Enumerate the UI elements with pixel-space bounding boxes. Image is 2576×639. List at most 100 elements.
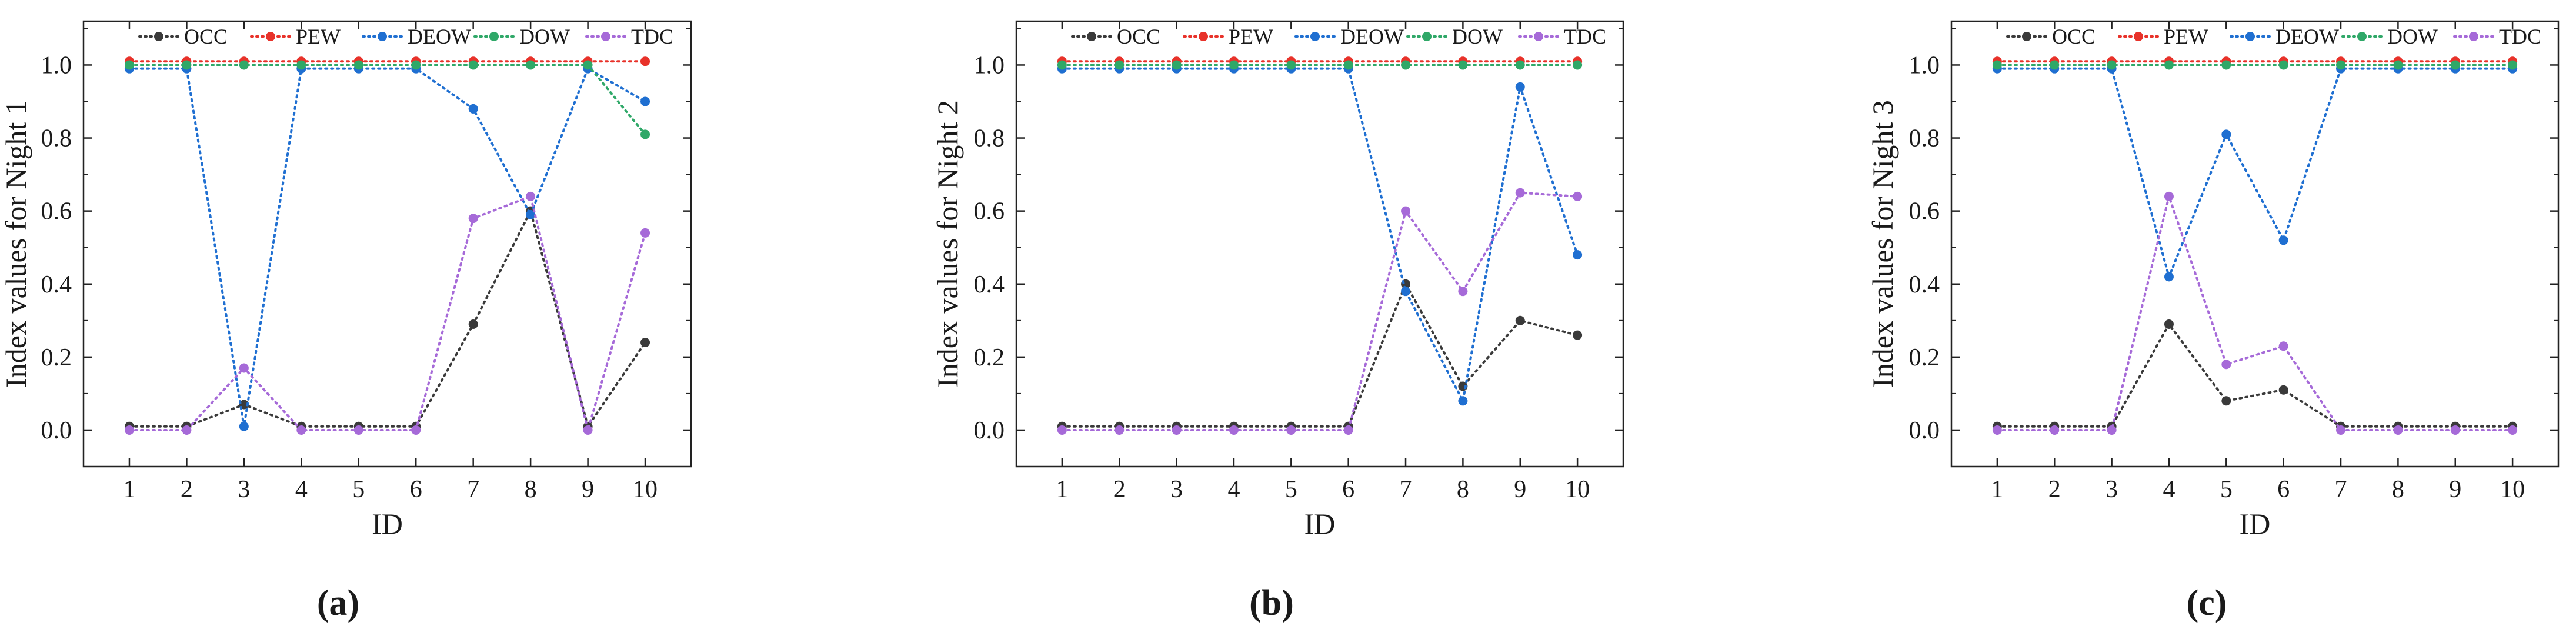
series-occ xyxy=(1057,279,1583,431)
x-tick-label: 9 xyxy=(582,476,594,503)
series-line-occ xyxy=(128,208,647,430)
y-tick-label: 0.6 xyxy=(41,198,72,225)
data-point-tdc xyxy=(1343,425,1353,435)
series-line-deow xyxy=(1996,67,2514,281)
data-point-tdc xyxy=(182,425,192,435)
series-deow xyxy=(1992,64,2518,282)
y-axis-label: Index values for Night 2 xyxy=(931,100,964,388)
data-point-deow xyxy=(640,96,650,106)
y-tick-label: 0.4 xyxy=(1909,271,1940,298)
data-point-dow xyxy=(1286,60,1296,70)
plot-frame xyxy=(1015,20,1624,468)
plot-frame xyxy=(1950,20,2560,468)
panel-label: (c) xyxy=(2187,583,2227,623)
y-tick-label: 0.4 xyxy=(974,271,1005,298)
x-tick-label: 6 xyxy=(2277,476,2290,503)
legend-label-tdc: TDC xyxy=(2499,25,2541,48)
legend-label-pew: PEW xyxy=(1229,25,1273,48)
series-line-deow xyxy=(128,66,647,427)
data-point-tdc xyxy=(411,425,421,435)
legend-marker-deow xyxy=(1310,32,1320,41)
x-tick-label: 6 xyxy=(1342,476,1354,503)
legend: OCC PEW DEOW DOW TDC xyxy=(138,25,673,48)
data-point-tdc xyxy=(2278,341,2288,351)
data-point-deow xyxy=(239,421,249,431)
legend-marker-pew xyxy=(1199,32,1208,41)
series-tdc xyxy=(124,191,650,435)
x-tick-label: 4 xyxy=(295,476,308,503)
y-tick-label: 0.0 xyxy=(974,417,1005,444)
legend-marker-occ xyxy=(2022,32,2031,41)
data-point-dow xyxy=(2336,60,2346,70)
data-point-dow xyxy=(239,60,249,70)
series-line-dow xyxy=(128,64,647,136)
legend-marker-dow xyxy=(1422,32,1432,41)
data-point-tdc xyxy=(1229,425,1239,435)
series-deow xyxy=(124,64,650,431)
data-point-tdc xyxy=(2164,191,2174,201)
legend-label-deow: DEOW xyxy=(1340,25,1404,48)
data-point-tdc xyxy=(2221,360,2231,370)
data-point-occ xyxy=(2221,396,2231,406)
series-line-tdc xyxy=(1996,192,2514,431)
x-tick-label: 7 xyxy=(467,476,479,503)
data-point-deow xyxy=(2278,235,2288,245)
y-axis-label: Index values for Night 3 xyxy=(1866,100,1899,388)
y-tick-label: 0.8 xyxy=(41,125,72,152)
data-point-dow xyxy=(526,60,536,70)
legend-label-tdc: TDC xyxy=(631,25,673,48)
y-tick-label: 0.8 xyxy=(1909,125,1940,152)
series-line-tdc xyxy=(1060,191,1579,431)
panel-label: (b) xyxy=(1249,583,1294,623)
data-point-deow xyxy=(2164,272,2174,282)
data-point-tdc xyxy=(583,425,593,435)
y-tick-label: 0.2 xyxy=(974,344,1005,371)
legend: OCC PEW DEOW DOW TDC xyxy=(1071,25,1606,48)
y-tick-label: 0.2 xyxy=(41,344,72,371)
series-line-occ xyxy=(1060,281,1579,428)
data-point-tdc xyxy=(239,363,249,373)
x-tick-label: 3 xyxy=(1170,476,1183,503)
legend-marker-occ xyxy=(154,32,163,41)
data-point-dow xyxy=(2393,60,2403,70)
chart-panel-3: 0.0 0.2 0.4 0.6 0.8 1.0 1 2 3 4 5 6 7 8 9 10 ID Index val… xyxy=(1866,20,2560,540)
legend-marker-dow xyxy=(489,32,499,41)
series-dow xyxy=(1992,60,2518,70)
data-point-tdc xyxy=(2393,425,2403,435)
y-tick-label: 1.0 xyxy=(1909,52,1940,79)
series-occ xyxy=(1992,320,2518,431)
legend-label-pew: PEW xyxy=(296,25,341,48)
data-point-deow xyxy=(1458,396,1468,406)
x-tick-label: 2 xyxy=(181,476,193,503)
data-point-tdc xyxy=(2107,425,2117,435)
chart-panel-1: 0.0 0.2 0.4 0.6 0.8 1.0 1 2 3 4 5 6 7 8 9 10 ID Index val… xyxy=(0,20,692,540)
series-tdc xyxy=(1057,188,1583,435)
data-point-tdc xyxy=(2050,425,2060,435)
y-tick-label: 0.0 xyxy=(1909,417,1940,444)
x-tick-label: 10 xyxy=(633,476,658,503)
data-point-deow xyxy=(1515,82,1525,92)
x-tick-label: 4 xyxy=(2163,476,2175,503)
x-tick-label: 10 xyxy=(2500,476,2525,503)
x-tick-label: 1 xyxy=(1991,476,2003,503)
x-tick-label: 10 xyxy=(1565,476,1590,503)
x-tick-label: 8 xyxy=(525,476,537,503)
legend-label-deow: DEOW xyxy=(408,25,471,48)
data-point-tdc xyxy=(1172,425,1182,435)
x-tick-label: 2 xyxy=(2048,476,2061,503)
data-point-dow xyxy=(1401,60,1411,70)
data-point-tdc xyxy=(1401,206,1411,216)
data-point-dow xyxy=(2221,60,2231,70)
data-point-tdc xyxy=(1115,425,1125,435)
data-point-tdc xyxy=(468,214,478,224)
legend-marker-tdc xyxy=(2469,32,2478,41)
data-point-tdc xyxy=(1286,425,1296,435)
data-point-tdc xyxy=(2450,425,2460,435)
data-point-dow xyxy=(182,60,192,70)
data-point-occ xyxy=(640,338,650,348)
x-axis-label: ID xyxy=(1304,507,1336,540)
data-point-dow xyxy=(583,60,593,70)
x-tick-label: 6 xyxy=(410,476,422,503)
data-point-dow xyxy=(2450,60,2460,70)
